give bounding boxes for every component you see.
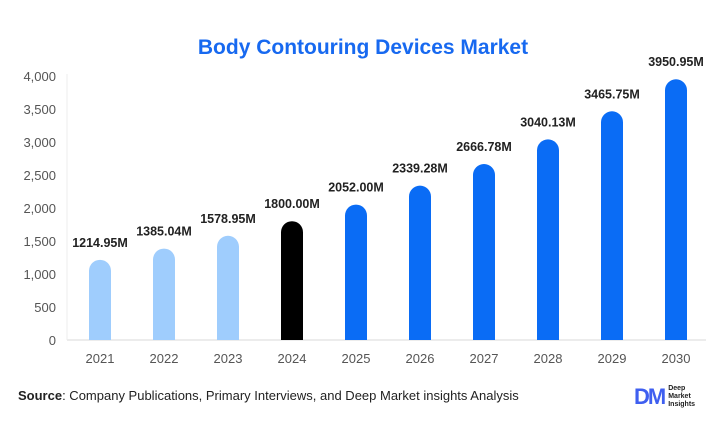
x-tick-label: 2021	[86, 351, 115, 366]
x-tick-label: 2029	[598, 351, 627, 366]
logo: DM Deep Market Insights	[634, 384, 695, 410]
source-label: Source	[18, 388, 63, 403]
data-label: 3950.95M	[648, 55, 704, 69]
y-tick-label: 3,000	[23, 135, 56, 150]
y-tick-label: 2,000	[23, 201, 56, 216]
x-tick-label: 2030	[662, 351, 691, 366]
logo-text: Deep Market Insights	[668, 385, 695, 409]
x-tick-label: 2027	[470, 351, 499, 366]
bar	[89, 259, 111, 340]
logo-mark: DM	[634, 384, 666, 409]
source-note: Source: Company Publications, Primary In…	[18, 388, 519, 403]
x-tick-label: 2022	[150, 351, 179, 366]
bar	[601, 111, 623, 340]
bar	[409, 185, 431, 340]
y-tick-label: 500	[34, 300, 56, 315]
logo-line: Deep	[668, 385, 686, 392]
data-label: 1385.04M	[136, 225, 192, 239]
data-label: 2666.78M	[456, 140, 512, 154]
bar	[345, 204, 367, 340]
bar	[153, 248, 175, 340]
bar	[281, 221, 303, 340]
data-label: 2339.28M	[392, 162, 448, 176]
chart-title: Body Contouring Devices Market	[197, 36, 529, 59]
logo-line: Insights	[668, 401, 696, 408]
bar	[473, 163, 495, 340]
x-tick-label: 2024	[278, 351, 307, 366]
data-label: 1578.95M	[200, 212, 256, 226]
x-tick-label: 2025	[342, 351, 371, 366]
x-tick-label: 2028	[534, 351, 563, 366]
y-tick-label: 0	[49, 333, 56, 348]
data-label: 1800.00M	[264, 197, 320, 211]
data-label: 3465.75M	[584, 87, 640, 101]
y-tick-label: 1,000	[23, 267, 56, 282]
data-label: 3040.13M	[520, 115, 576, 129]
data-label: 1214.95M	[72, 236, 128, 250]
bar	[665, 79, 687, 340]
x-tick-label: 2026	[406, 351, 435, 366]
bar	[537, 139, 559, 340]
x-tick-label: 2023	[214, 351, 243, 366]
logo-line: Market	[668, 393, 691, 400]
source-text: : Company Publications, Primary Intervie…	[62, 388, 519, 403]
y-tick-label: 4,000	[23, 69, 56, 84]
bar	[217, 235, 239, 340]
y-tick-label: 3,500	[23, 102, 56, 117]
y-tick-label: 2,500	[23, 168, 56, 183]
y-tick-label: 1,500	[23, 234, 56, 249]
data-label: 2052.00M	[328, 181, 384, 195]
